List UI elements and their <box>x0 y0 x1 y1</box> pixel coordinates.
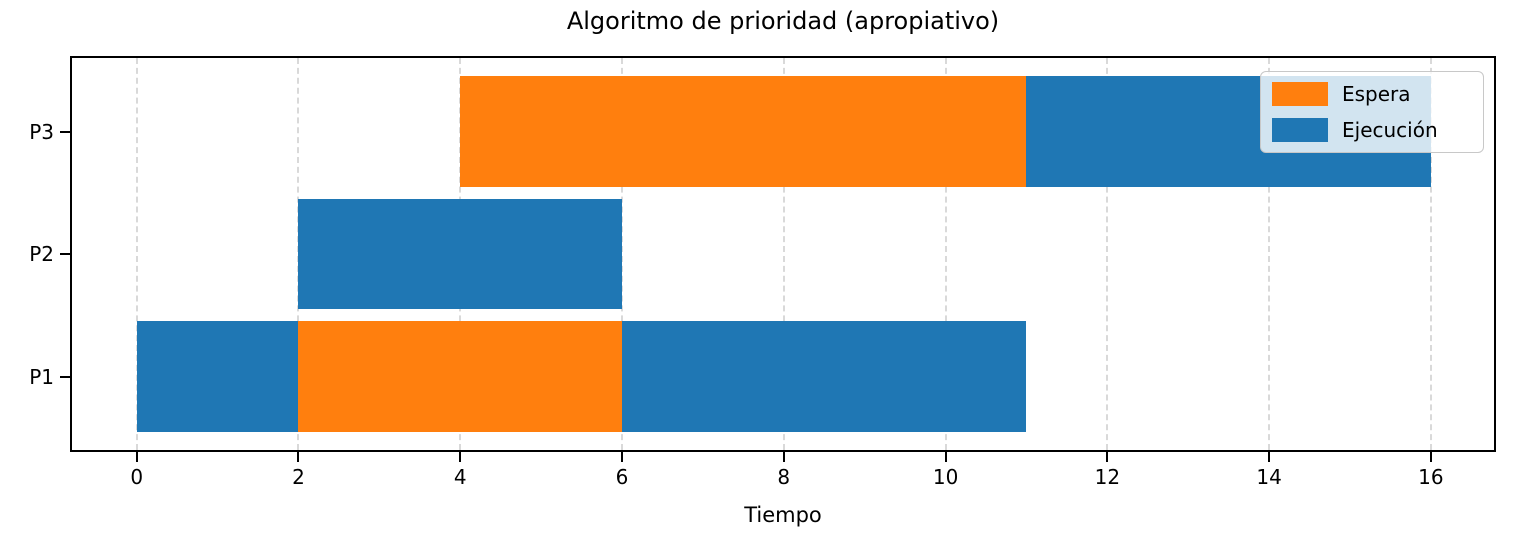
legend-label-ejecucion: Ejecución <box>1342 118 1438 142</box>
legend-item-ejecucion: Ejecución <box>1272 117 1467 143</box>
x-tick-label: 14 <box>1256 465 1282 489</box>
bar-segment-ejecucion-p1 <box>622 321 1027 432</box>
y-tick-mark <box>60 130 70 133</box>
y-tick-label: P1 <box>29 364 54 389</box>
x-tick-mark <box>782 452 785 462</box>
gridline <box>135 58 138 450</box>
x-tick-label: 16 <box>1418 465 1444 489</box>
x-tick-mark <box>459 452 462 462</box>
x-tick-label: 12 <box>1094 465 1121 489</box>
espera-swatch-icon <box>1272 82 1328 106</box>
x-tick-mark <box>1268 452 1271 462</box>
bar-segment-ejecucion-p2 <box>298 198 623 310</box>
legend-item-espera: Espera <box>1272 81 1467 107</box>
plot-area: Espera Ejecución <box>70 56 1496 452</box>
gridline <box>621 58 624 450</box>
x-tick-label: 4 <box>453 465 467 489</box>
x-tick-mark <box>621 452 624 462</box>
legend-label-espera: Espera <box>1342 82 1411 106</box>
x-tick-label: 10 <box>932 465 959 489</box>
ejecucion-swatch-icon <box>1272 118 1328 142</box>
gridline <box>782 58 785 450</box>
y-tick-label: P3 <box>29 119 54 144</box>
x-axis-label: Tiempo <box>744 503 822 527</box>
legend: Espera Ejecución <box>1260 71 1484 153</box>
bar-segment-espera-p1 <box>298 321 623 432</box>
x-tick-mark <box>297 452 300 462</box>
x-tick-mark <box>1106 452 1109 462</box>
x-tick-label: 8 <box>777 465 791 489</box>
y-tick-label: P2 <box>29 242 54 266</box>
x-tick-label: 6 <box>615 465 629 489</box>
bar-segment-espera-p3 <box>460 76 1027 187</box>
gridline <box>1268 58 1271 450</box>
chart-title: Algoritmo de prioridad (apropiativo) <box>566 7 1000 35</box>
gridline <box>944 58 947 450</box>
gridline <box>1429 58 1432 450</box>
y-tick-mark <box>60 253 70 255</box>
x-tick-mark <box>1429 452 1432 462</box>
x-tick-label: 2 <box>292 465 305 489</box>
bar-segment-ejecucion-p1 <box>136 321 299 432</box>
x-tick-label: 0 <box>130 465 144 489</box>
gridline <box>1106 58 1109 450</box>
x-tick-mark <box>944 452 947 462</box>
x-tick-mark <box>135 452 138 462</box>
y-tick-mark <box>60 375 70 378</box>
